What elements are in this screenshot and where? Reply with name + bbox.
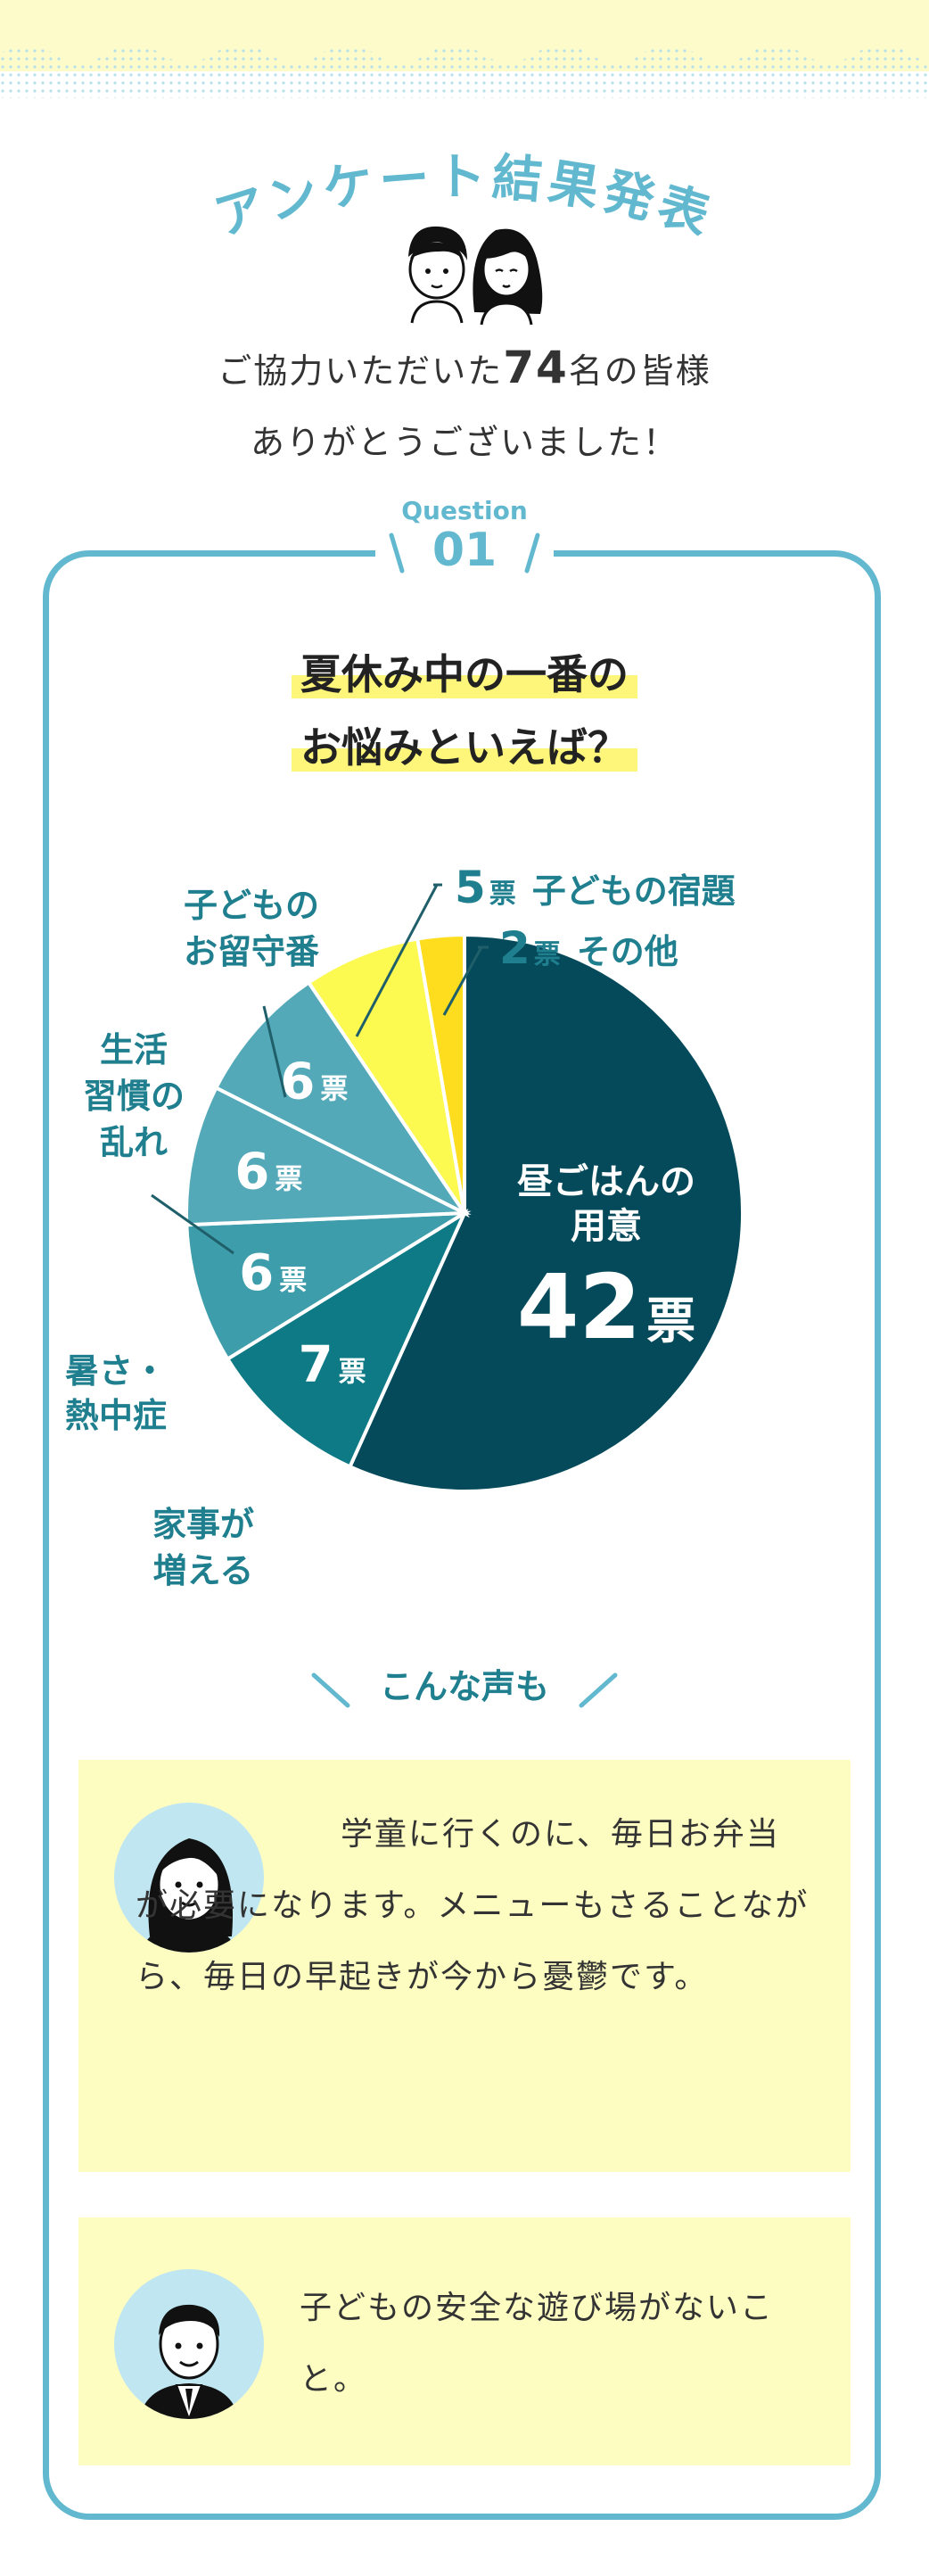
slice-label-housework-line-2: 増える: [153, 1551, 254, 1590]
voice-card-2: 子どもの安全な遊び場がないこと。: [78, 2217, 851, 2465]
thanks-line-1: ご協力いただいた74名の皆様: [218, 342, 711, 393]
respondent-count: 74: [503, 342, 569, 393]
pie-slice-housework: [225, 1208, 469, 1469]
slice-label-lifestyle-line-3: 乱れ: [100, 1123, 168, 1162]
voice-text-1: 学童に行くのに、毎日お弁当が必要になります。メニューもさることながら、毎日の早起…: [136, 1816, 810, 1995]
slice-label-lifestyle-line-1: 生活: [100, 1030, 168, 1069]
question-number: 01: [432, 524, 497, 577]
voice-card-1: 学童に行くのに、毎日お弁当が必要になります。メニューもさることながら、毎日の早起…: [78, 1760, 851, 2172]
slice-label-lunch-prep-line-2: 用意: [571, 1206, 642, 1247]
headline-line-1: 夏休み中の一番の: [292, 650, 637, 698]
thanks-line-2: ありがとうございました！: [250, 423, 678, 462]
woman-avatar-icon: [114, 1803, 264, 1953]
pie-slice-home-alone: [213, 979, 470, 1218]
headline-line-2: お悩みといえば？: [292, 723, 637, 772]
boy-icon: [408, 226, 467, 324]
pie-slice-homework: [306, 937, 466, 1215]
survey-title: アンケート結果発表: [208, 148, 715, 247]
pie-slice-heatstroke: [185, 1210, 472, 1362]
slice-label-heatstroke-line-2: 熱中症: [65, 1396, 167, 1435]
slice-label-housework-line-1: 家事が: [152, 1505, 254, 1544]
question-label: Question: [401, 496, 528, 525]
pie-slice-other: [415, 932, 466, 1214]
slice-label-lunch-prep-line-1: 昼ごはんの: [517, 1161, 695, 1202]
leader-line-other: [442, 946, 483, 1016]
man-avatar-icon: [114, 2269, 264, 2419]
slice-label-lifestyle-line-2: 習慣の: [83, 1077, 185, 1116]
voices-title-decoration: [311, 1672, 618, 1708]
leader-line-home-alone: [262, 1005, 287, 1098]
boy-and-girl-illustration: [408, 226, 543, 326]
slice-value-lunch-prep: 42 票: [517, 1255, 695, 1359]
slice-label-home-alone-line-2: お留守番: [184, 932, 319, 971]
slice-label-heatstroke-line-1: 暑さ・: [65, 1351, 167, 1391]
leader-line-lifestyle: [151, 1193, 234, 1255]
question-badge: Question 01: [375, 489, 554, 587]
slice-label-homework: 5 票子どもの宿題: [455, 862, 736, 913]
top-dotted-band: [0, 0, 929, 98]
girl-icon: [473, 228, 543, 326]
pie-slice-lunch-prep: [347, 932, 744, 1493]
voice-text-2: 子どもの安全な遊び場がないこと。: [300, 2290, 775, 2398]
thanks-message: ご協力いただいた74名の皆様 ありがとうございました！: [0, 332, 929, 478]
voices-title: こんな声も: [379, 1667, 549, 1706]
question-headline: 夏休み中の一番の お悩みといえば？: [0, 638, 929, 784]
slice-label-other: 2 票その他: [499, 922, 678, 974]
question-card: [43, 550, 881, 2520]
slice-label-home-alone-line-1: 子どもの: [184, 886, 319, 925]
leader-line-homework: [355, 884, 439, 1037]
